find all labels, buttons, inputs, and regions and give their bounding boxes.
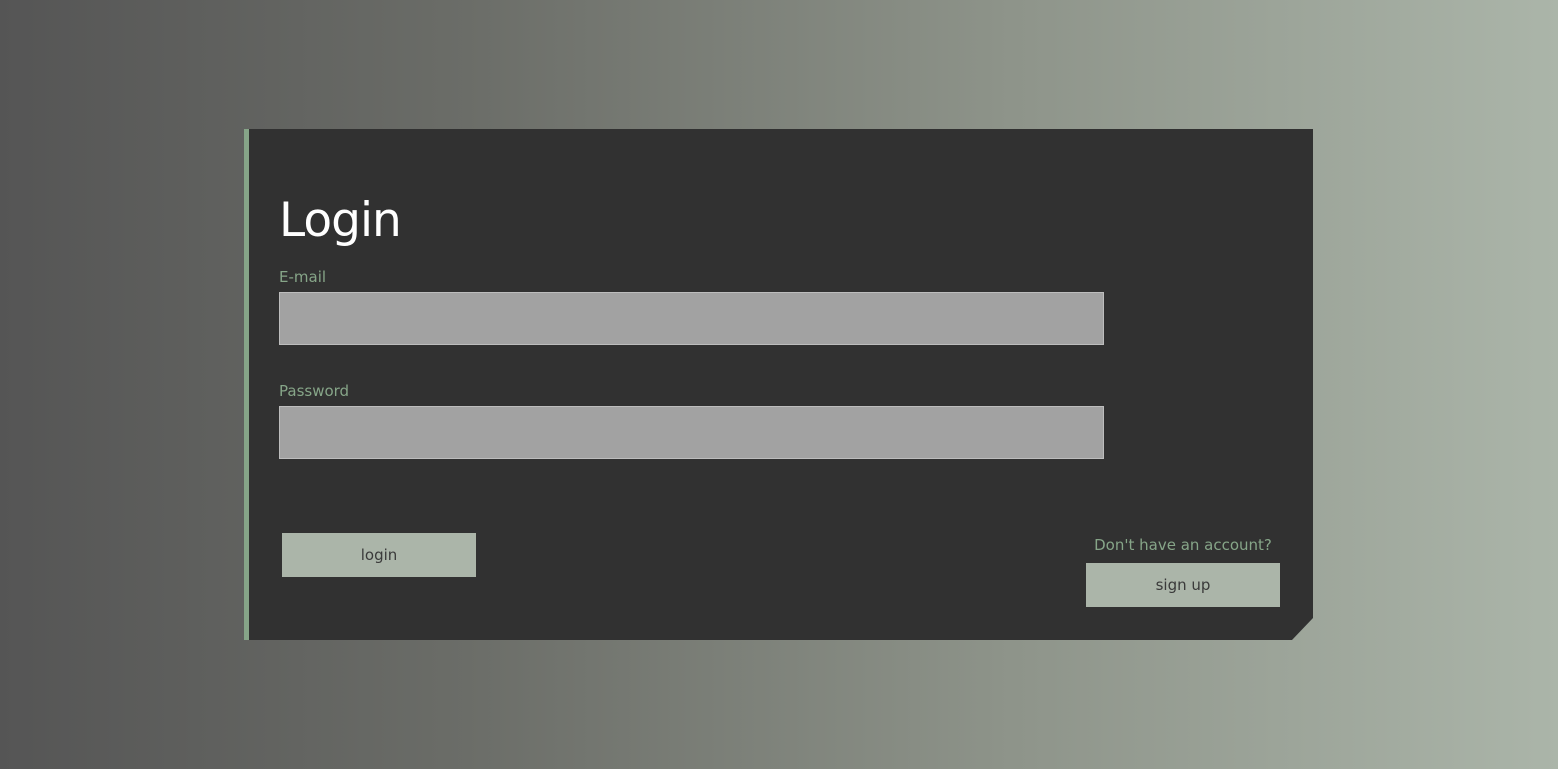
password-field[interactable] xyxy=(279,406,1104,459)
login-button[interactable]: login xyxy=(282,533,476,577)
email-field[interactable] xyxy=(279,292,1104,345)
signup-prompt: Don't have an account? xyxy=(1094,536,1272,554)
password-label: Password xyxy=(279,382,350,400)
signup-button[interactable]: sign up xyxy=(1086,563,1280,607)
page-title: Login xyxy=(279,193,402,248)
email-label: E-mail xyxy=(279,268,327,286)
login-card: Login E-mail Password login Don't have a… xyxy=(244,129,1313,640)
